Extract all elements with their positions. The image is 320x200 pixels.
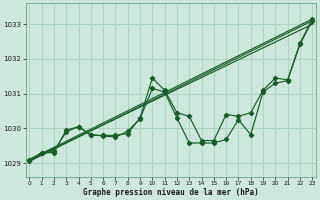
X-axis label: Graphe pression niveau de la mer (hPa): Graphe pression niveau de la mer (hPa) bbox=[83, 188, 259, 197]
